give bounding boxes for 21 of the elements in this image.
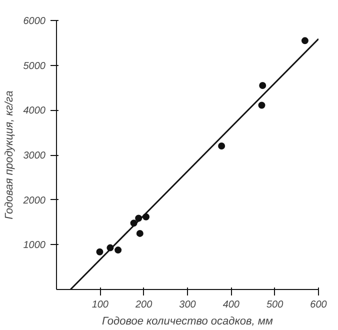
y-tick-label: 3000 [23, 150, 46, 162]
y-tick-label: 4000 [23, 106, 46, 117]
point [114, 246, 122, 254]
y-tick-label: 5000 [23, 60, 46, 72]
x-tick-label: 100 [92, 300, 109, 310]
y-axis-title: Годовая продукция, кг/га [3, 90, 16, 220]
point [96, 248, 104, 256]
y-tick-label: 2000 [22, 195, 46, 206]
point [259, 82, 266, 89]
x-tick-label: 500 [266, 300, 284, 310]
x-axis-title: Годовое количество осадков, мм [102, 316, 274, 328]
x-tick-label: 600 [310, 300, 328, 310]
x-tick-label: 400 [222, 300, 240, 310]
point [218, 142, 226, 150]
point [136, 230, 144, 237]
point [301, 37, 308, 44]
x-tick-label: 300 [179, 300, 196, 310]
point [258, 102, 266, 109]
y-tick-label: 1000 [23, 240, 46, 252]
y-tick-label: 6000 [23, 16, 46, 27]
x-tick-label: 200 [134, 300, 153, 310]
